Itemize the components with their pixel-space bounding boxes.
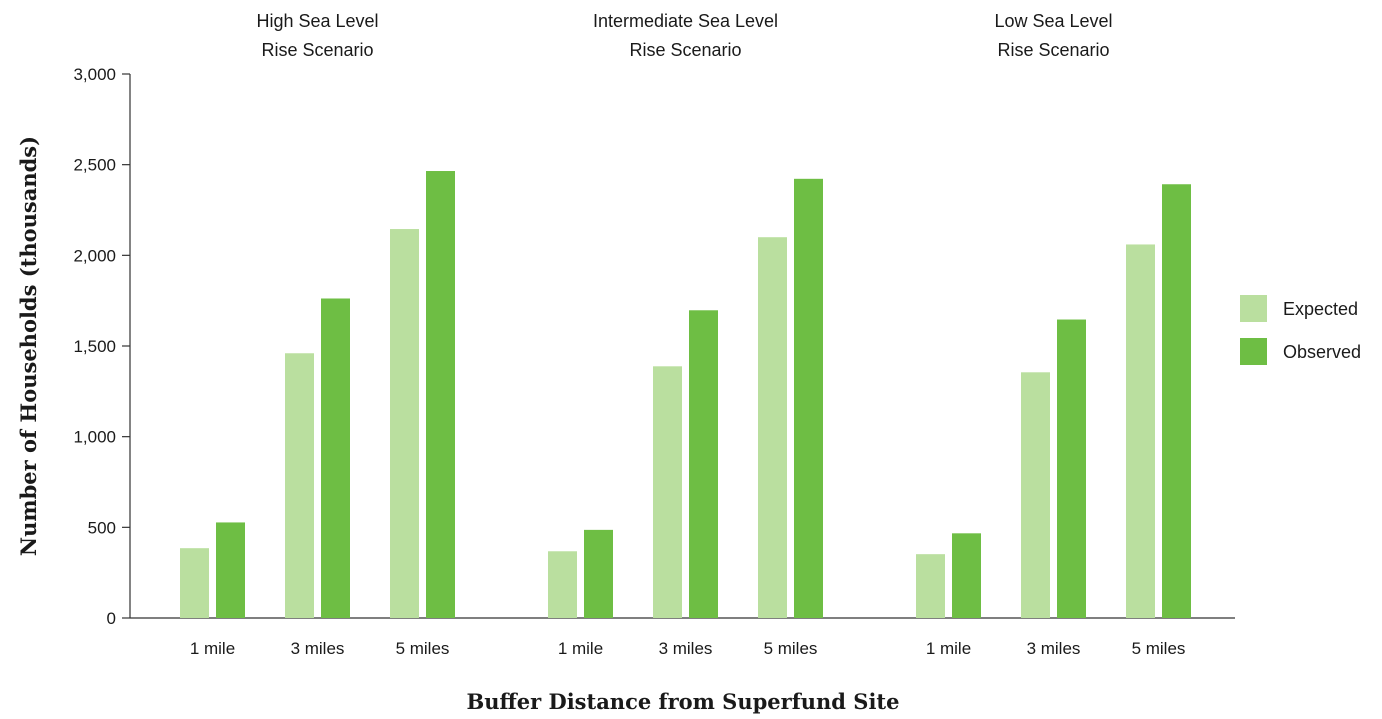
bar-observed	[794, 178, 823, 618]
y-tick-label: 1,000	[73, 428, 116, 447]
bar-expected	[1126, 244, 1155, 618]
y-tick-label: 0	[107, 609, 116, 628]
panel-title-line2: Rise Scenario	[629, 40, 741, 60]
bar-observed	[1162, 184, 1191, 618]
bar-expected	[916, 554, 945, 618]
panel-title-line1: High Sea Level	[256, 11, 378, 31]
y-tick-label: 2,500	[73, 156, 116, 175]
legend: Expected Observed	[1240, 295, 1361, 365]
y-axis-title: Number of Households (thousands)	[16, 136, 41, 556]
x-tick-label: 1 mile	[558, 639, 603, 658]
panel-title-line2: Rise Scenario	[997, 40, 1109, 60]
bar-observed	[584, 529, 613, 618]
bar-observed	[321, 298, 350, 618]
x-tick-label: 3 miles	[659, 639, 713, 658]
y-tick-label: 1,500	[73, 337, 116, 356]
y-tick-label: 3,000	[73, 65, 116, 84]
bar-expected	[1021, 372, 1050, 618]
legend-label-observed: Observed	[1283, 342, 1361, 362]
bar-expected	[758, 237, 787, 618]
bar-expected	[548, 551, 577, 618]
bar-expected	[653, 366, 682, 618]
bar-observed	[689, 310, 718, 618]
x-tick-label: 3 miles	[1027, 639, 1081, 658]
x-tick-label: 3 miles	[291, 639, 345, 658]
x-axis-title: Buffer Distance from Superfund Site	[467, 689, 900, 714]
bars	[180, 171, 1191, 619]
bar-observed	[952, 533, 981, 618]
y-axis: 0 500 1,000 1,500 2,000 2,500 3,000	[73, 65, 131, 628]
bar-expected	[390, 229, 419, 619]
x-tick-label: 1 mile	[926, 639, 971, 658]
x-tick-label: 5 miles	[396, 639, 450, 658]
bar-observed	[1057, 319, 1086, 618]
x-tick-labels: 1 mile 3 miles 5 miles 1 mile 3 miles 5 miles…	[190, 639, 1186, 658]
x-tick-label: 5 miles	[1132, 639, 1186, 658]
bar-observed	[216, 522, 245, 618]
panel-title-line1: Intermediate Sea Level	[593, 11, 778, 31]
panel-title-line2: Rise Scenario	[261, 40, 373, 60]
y-tick-label: 2,000	[73, 246, 116, 265]
legend-swatch-observed	[1240, 338, 1267, 365]
x-tick-label: 5 miles	[764, 639, 818, 658]
panel-title-line1: Low Sea Level	[994, 11, 1112, 31]
bar-expected	[180, 548, 209, 618]
x-tick-label: 1 mile	[190, 639, 235, 658]
bar-observed	[426, 171, 455, 618]
bar-expected	[285, 353, 314, 618]
y-tick-label: 500	[88, 518, 116, 537]
panel-titles: High Sea Level Rise Scenario Intermediate …	[256, 11, 1112, 60]
legend-label-expected: Expected	[1283, 299, 1358, 319]
legend-swatch-expected	[1240, 295, 1267, 322]
